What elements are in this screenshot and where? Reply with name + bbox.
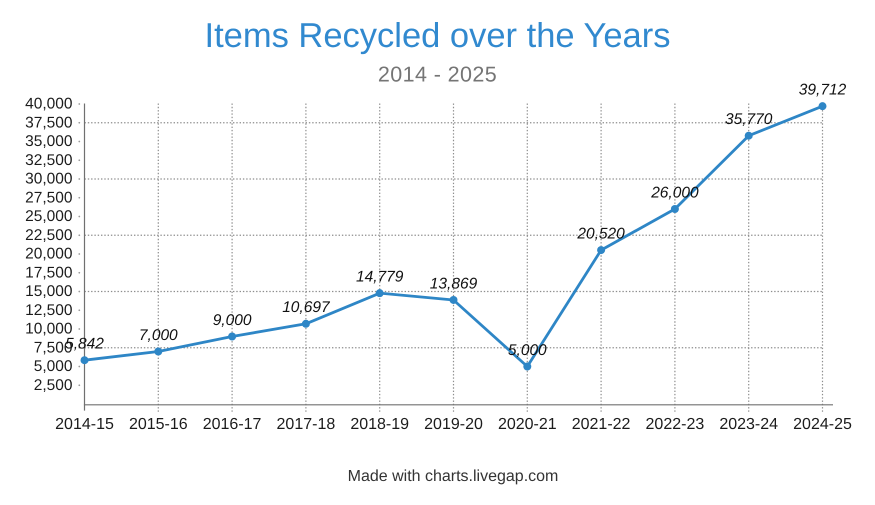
svg-text:2019-20: 2019-20 (424, 416, 483, 433)
svg-text:20,520: 20,520 (576, 226, 625, 243)
svg-text:14,779: 14,779 (356, 269, 404, 286)
svg-text:7,500: 7,500 (34, 339, 73, 356)
svg-text:5,000: 5,000 (508, 342, 547, 359)
svg-text:37,500: 37,500 (25, 114, 73, 131)
svg-text:25,000: 25,000 (25, 208, 73, 225)
svg-text:39,712: 39,712 (799, 82, 847, 99)
svg-text:22,500: 22,500 (25, 227, 73, 244)
svg-text:40,000: 40,000 (25, 96, 73, 113)
svg-text:2023-24: 2023-24 (719, 416, 778, 433)
svg-text:2017-18: 2017-18 (277, 416, 336, 433)
svg-text:2014 - 2025: 2014 - 2025 (378, 63, 497, 87)
svg-text:35,000: 35,000 (25, 133, 73, 150)
svg-text:17,500: 17,500 (25, 264, 73, 281)
svg-text:27,500: 27,500 (25, 189, 73, 206)
svg-text:10,000: 10,000 (25, 321, 73, 338)
svg-text:2,500: 2,500 (34, 377, 73, 394)
svg-text:2016-17: 2016-17 (203, 416, 262, 433)
svg-text:2020-21: 2020-21 (498, 416, 557, 433)
svg-text:Items Recycled over the Years: Items Recycled over the Years (205, 17, 671, 55)
svg-text:2022-23: 2022-23 (646, 416, 705, 433)
svg-text:7,000: 7,000 (139, 327, 178, 344)
svg-text:2014-15: 2014-15 (55, 416, 114, 433)
svg-text:32,500: 32,500 (25, 152, 73, 169)
svg-text:15,000: 15,000 (25, 283, 73, 300)
svg-text:2015-16: 2015-16 (129, 416, 188, 433)
svg-text:30,000: 30,000 (25, 171, 73, 188)
svg-text:2024-25: 2024-25 (793, 416, 852, 433)
svg-text:Made with charts.livegap.com: Made with charts.livegap.com (348, 468, 559, 485)
svg-text:10,697: 10,697 (282, 299, 331, 316)
svg-text:20,000: 20,000 (25, 246, 73, 263)
svg-text:13,869: 13,869 (430, 275, 478, 292)
svg-text:5,842: 5,842 (65, 336, 104, 353)
svg-text:35,770: 35,770 (725, 111, 773, 128)
svg-text:9,000: 9,000 (213, 312, 252, 329)
svg-text:5,000: 5,000 (34, 358, 73, 375)
svg-text:12,500: 12,500 (25, 302, 73, 319)
svg-text:2021-22: 2021-22 (572, 416, 631, 433)
svg-text:2018-19: 2018-19 (350, 416, 409, 433)
svg-text:26,000: 26,000 (650, 184, 699, 201)
